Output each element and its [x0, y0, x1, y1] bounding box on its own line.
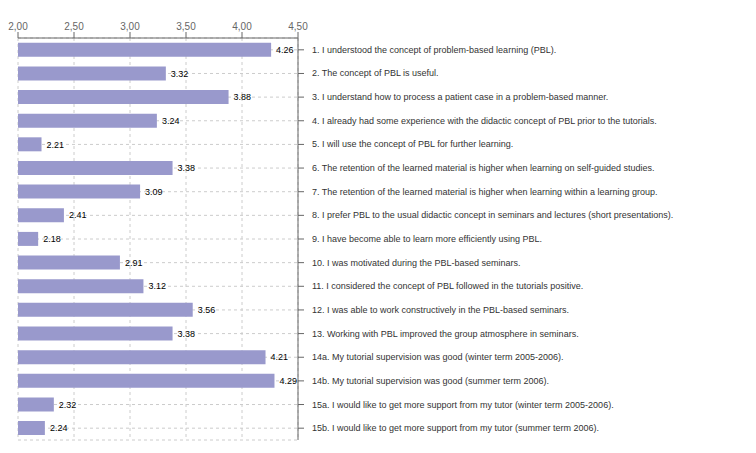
svg-text:15a. I would like to get more: 15a. I would like to get more support fr…: [312, 400, 614, 410]
svg-text:3.88: 3.88: [234, 92, 252, 102]
svg-text:6. The retention of the learne: 6. The retention of the learned material…: [312, 163, 655, 173]
svg-text:2.91: 2.91: [125, 258, 143, 268]
svg-text:4. I already had some experien: 4. I already had some experience with th…: [312, 116, 657, 126]
svg-text:2.32: 2.32: [59, 400, 77, 410]
svg-text:14a. My tutorial supervision w: 14a. My tutorial supervision was good (w…: [312, 352, 564, 362]
svg-text:15b. I would like to get more: 15b. I would like to get more support fr…: [312, 423, 599, 433]
svg-text:4.21: 4.21: [271, 352, 289, 362]
svg-text:2,00: 2,00: [8, 21, 28, 32]
svg-text:3,00: 3,00: [120, 21, 140, 32]
svg-text:10. I was motivated during the: 10. I was motivated during the PBL-based…: [312, 258, 521, 268]
svg-text:9. I have become able to learn: 9. I have become able to learn more effi…: [312, 234, 542, 244]
svg-text:12. I was able to work constru: 12. I was able to work constructively in…: [312, 305, 569, 315]
svg-text:3. I understand how to process: 3. I understand how to process a patient…: [312, 92, 608, 102]
svg-text:2.24: 2.24: [50, 423, 68, 433]
svg-text:14b. My tutorial supervision w: 14b. My tutorial supervision was good (s…: [312, 376, 549, 386]
svg-text:2,50: 2,50: [64, 21, 84, 32]
svg-text:3.12: 3.12: [148, 281, 166, 291]
svg-text:3.38: 3.38: [178, 329, 196, 339]
svg-text:4.26: 4.26: [276, 45, 294, 55]
svg-text:7. The retention of the learne: 7. The retention of the learned material…: [312, 187, 658, 197]
svg-text:2. The concept of PBL is usefu: 2. The concept of PBL is useful.: [312, 68, 439, 78]
svg-text:3,50: 3,50: [176, 21, 196, 32]
svg-text:4,50: 4,50: [288, 21, 308, 32]
svg-text:2.21: 2.21: [47, 140, 65, 150]
svg-text:11. I considered the concept o: 11. I considered the concept of PBL foll…: [312, 281, 583, 291]
svg-text:5. I will use the concept of P: 5. I will use the concept of PBL for fur…: [312, 139, 513, 149]
svg-text:2.41: 2.41: [69, 210, 87, 220]
svg-text:13. Working with PBL improved: 13. Working with PBL improved the group …: [312, 329, 579, 339]
svg-text:8. I prefer PBL to the usual d: 8. I prefer PBL to the usual didactic co…: [312, 210, 673, 220]
svg-text:3.32: 3.32: [171, 69, 189, 79]
svg-text:3.24: 3.24: [162, 116, 180, 126]
svg-text:3.38: 3.38: [178, 163, 196, 173]
svg-text:3.09: 3.09: [145, 187, 163, 197]
svg-text:3.56: 3.56: [198, 305, 216, 315]
svg-text:1. I understood the concept of: 1. I understood the concept of problem-b…: [312, 45, 556, 55]
svg-text:4,00: 4,00: [232, 21, 252, 32]
svg-text:4.29: 4.29: [279, 376, 297, 386]
svg-text:2.18: 2.18: [43, 234, 61, 244]
